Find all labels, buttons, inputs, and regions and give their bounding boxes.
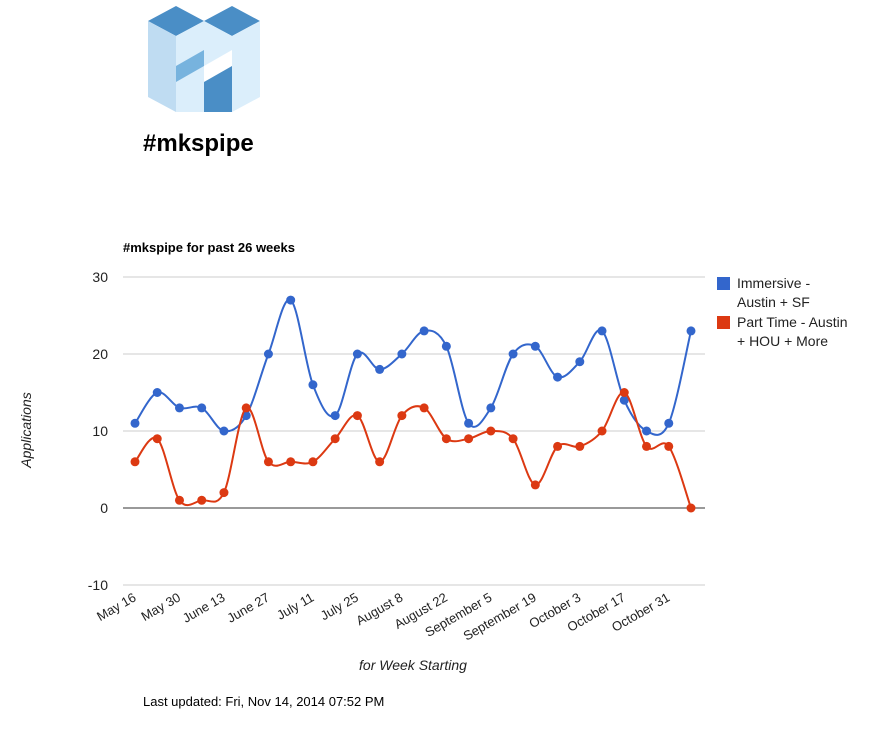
legend-label: Part Time - Austin [737,314,847,330]
data-point[interactable] [686,503,696,513]
y-tick-label: 30 [92,269,108,285]
data-point[interactable] [308,380,318,390]
chart-title: #mkspipe for past 26 weeks [123,240,295,255]
data-point[interactable] [263,457,273,467]
data-point[interactable] [397,411,407,421]
data-point[interactable] [197,403,207,413]
data-point[interactable] [152,434,162,444]
data-point[interactable] [130,418,140,428]
x-tick-label: May 30 [139,590,183,624]
data-point[interactable] [664,441,674,451]
series-line [134,391,692,509]
data-point[interactable] [286,295,296,305]
logo-left-face [148,21,176,112]
y-tick-label: 10 [92,423,108,439]
y-tick-label: -10 [88,577,108,593]
y-tick-label: 20 [92,346,108,362]
data-point[interactable] [642,426,652,436]
data-point[interactable] [286,457,296,467]
data-point[interactable] [241,403,251,413]
data-point[interactable] [375,364,385,374]
data-point[interactable] [441,434,451,444]
data-point[interactable] [330,411,340,421]
x-tick-label: June 13 [180,590,228,626]
legend-label: Austin + SF [737,294,810,310]
series-group [130,388,696,513]
data-point[interactable] [308,457,318,467]
data-point[interactable] [419,403,429,413]
y-axis-ticks: -10 0 10 20 30 [88,269,108,593]
data-point[interactable] [219,488,229,498]
data-point[interactable] [352,349,362,359]
gridlines [123,276,705,586]
logo-front-face [176,21,232,112]
data-point[interactable] [419,326,429,336]
data-point[interactable] [553,372,563,382]
data-point[interactable] [464,434,474,444]
legend-swatch [717,316,730,329]
data-point[interactable] [375,457,385,467]
data-point[interactable] [575,357,585,367]
data-point[interactable] [174,495,184,505]
page-title: #mkspipe [143,130,254,157]
last-updated: Last updated: Fri, Nov 14, 2014 07:52 PM [143,694,385,709]
data-point[interactable] [508,434,518,444]
data-point[interactable] [397,349,407,359]
data-point[interactable] [508,349,518,359]
data-point[interactable] [530,480,540,490]
y-axis-label: Applications [18,392,34,469]
data-point[interactable] [219,426,229,436]
data-point[interactable] [597,426,607,436]
data-point[interactable] [352,411,362,421]
data-point[interactable] [441,341,451,351]
data-point[interactable] [619,395,629,405]
data-point[interactable] [575,441,585,451]
data-point[interactable] [174,403,184,413]
data-point[interactable] [152,388,162,397]
data-point[interactable] [486,403,496,413]
data-point[interactable] [197,495,207,505]
legend-label: Immersive - [737,275,810,291]
data-point[interactable] [686,326,696,336]
x-tick-label: July 11 [274,590,316,623]
data-point[interactable] [619,388,629,397]
x-tick-label: May 16 [94,590,138,624]
y-tick-label: 0 [100,500,108,516]
data-point[interactable] [464,418,474,428]
data-point[interactable] [330,434,340,444]
legend-swatch [717,277,730,290]
logo-inner-face [204,66,232,112]
data-point[interactable] [597,326,607,336]
x-tick-label: June 27 [224,590,272,626]
legend: Immersive - Austin + SF Part Time - Austin… [717,275,847,349]
data-point[interactable] [486,426,496,436]
data-point[interactable] [130,457,140,467]
series-line [134,298,692,436]
logo-right-face [232,21,260,112]
legend-label: + HOU + More [737,333,828,349]
data-point[interactable] [642,441,652,451]
series-layer [130,295,696,513]
data-point[interactable] [530,341,540,351]
logo [148,6,260,112]
data-point[interactable] [553,441,563,451]
data-point[interactable] [664,418,674,428]
data-point[interactable] [263,349,273,359]
x-axis-label: for Week Starting [359,657,467,673]
logo-mid-face [176,50,204,82]
